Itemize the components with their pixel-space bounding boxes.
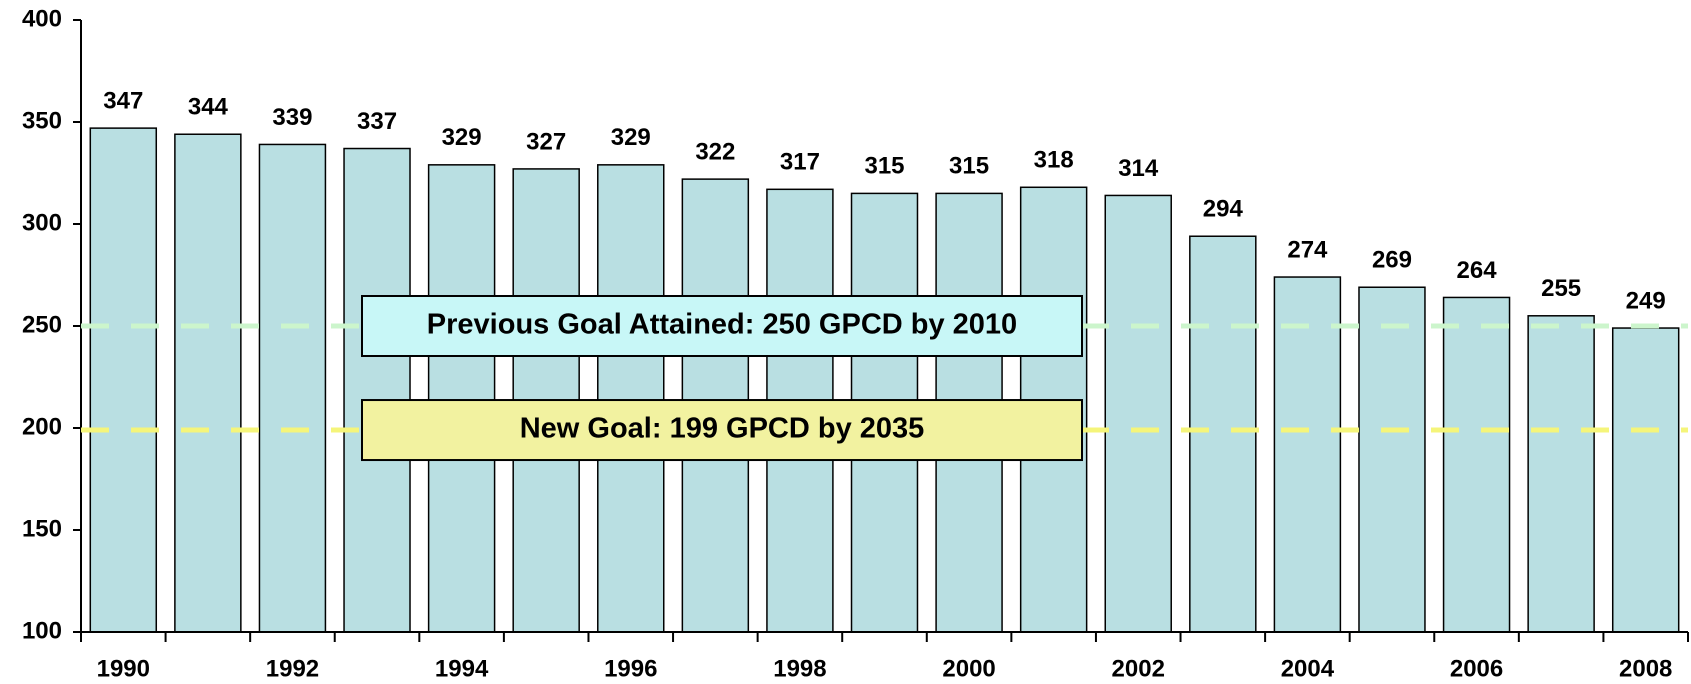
x-tick-label: 2004 bbox=[1281, 655, 1335, 682]
bar bbox=[1189, 235, 1257, 633]
bar bbox=[1104, 194, 1172, 633]
value-label: 294 bbox=[1203, 196, 1244, 223]
bar bbox=[89, 127, 158, 633]
value-label: 315 bbox=[949, 153, 989, 180]
value-label: 339 bbox=[272, 104, 312, 131]
y-tick-label: 400 bbox=[22, 5, 62, 32]
value-label: 264 bbox=[1457, 257, 1498, 284]
value-label: 337 bbox=[357, 108, 397, 135]
value-label: 249 bbox=[1626, 287, 1666, 314]
value-label: 322 bbox=[695, 138, 735, 165]
value-label: 344 bbox=[188, 94, 229, 121]
x-tick-label: 2008 bbox=[1619, 655, 1672, 682]
annotation-text: New Goal: 199 GPCD by 2035 bbox=[520, 413, 925, 445]
y-tick-label: 200 bbox=[22, 413, 62, 440]
value-label: 329 bbox=[611, 124, 651, 151]
value-label: 318 bbox=[1034, 147, 1074, 174]
x-tick-label: 1994 bbox=[435, 655, 489, 682]
bar bbox=[174, 133, 242, 633]
x-tick-label: 2000 bbox=[942, 655, 995, 682]
bar bbox=[1358, 286, 1426, 633]
y-tick-label: 300 bbox=[22, 209, 62, 236]
y-tick-label: 250 bbox=[22, 311, 62, 338]
value-label: 314 bbox=[1118, 155, 1159, 182]
x-tick-label: 1996 bbox=[604, 655, 657, 682]
annotation-text: Previous Goal Attained: 250 GPCD by 2010 bbox=[427, 309, 1017, 341]
value-label: 274 bbox=[1287, 236, 1328, 263]
x-tick-label: 2006 bbox=[1450, 655, 1503, 682]
value-label: 315 bbox=[864, 153, 904, 180]
x-tick-label: 2002 bbox=[1112, 655, 1165, 682]
bar bbox=[597, 164, 665, 633]
x-tick-label: 1992 bbox=[266, 655, 319, 682]
y-tick-label: 350 bbox=[22, 107, 62, 134]
x-tick-label: 1998 bbox=[773, 655, 826, 682]
bar bbox=[1527, 315, 1595, 633]
value-label: 327 bbox=[526, 128, 566, 155]
bar bbox=[427, 164, 496, 633]
bar bbox=[343, 147, 411, 633]
annotation-box bbox=[361, 399, 1083, 462]
bar bbox=[1273, 276, 1342, 633]
value-label: 317 bbox=[780, 149, 820, 176]
bar bbox=[258, 143, 327, 633]
value-label: 255 bbox=[1541, 275, 1581, 302]
annotation-box bbox=[361, 295, 1083, 357]
y-tick-label: 150 bbox=[22, 515, 62, 542]
value-label: 329 bbox=[442, 124, 482, 151]
bar bbox=[1442, 296, 1511, 633]
value-label: 269 bbox=[1372, 247, 1412, 274]
y-tick-label: 100 bbox=[22, 617, 62, 644]
x-tick-label: 1990 bbox=[97, 655, 150, 682]
bar bbox=[1611, 327, 1680, 633]
value-label: 347 bbox=[103, 87, 143, 114]
